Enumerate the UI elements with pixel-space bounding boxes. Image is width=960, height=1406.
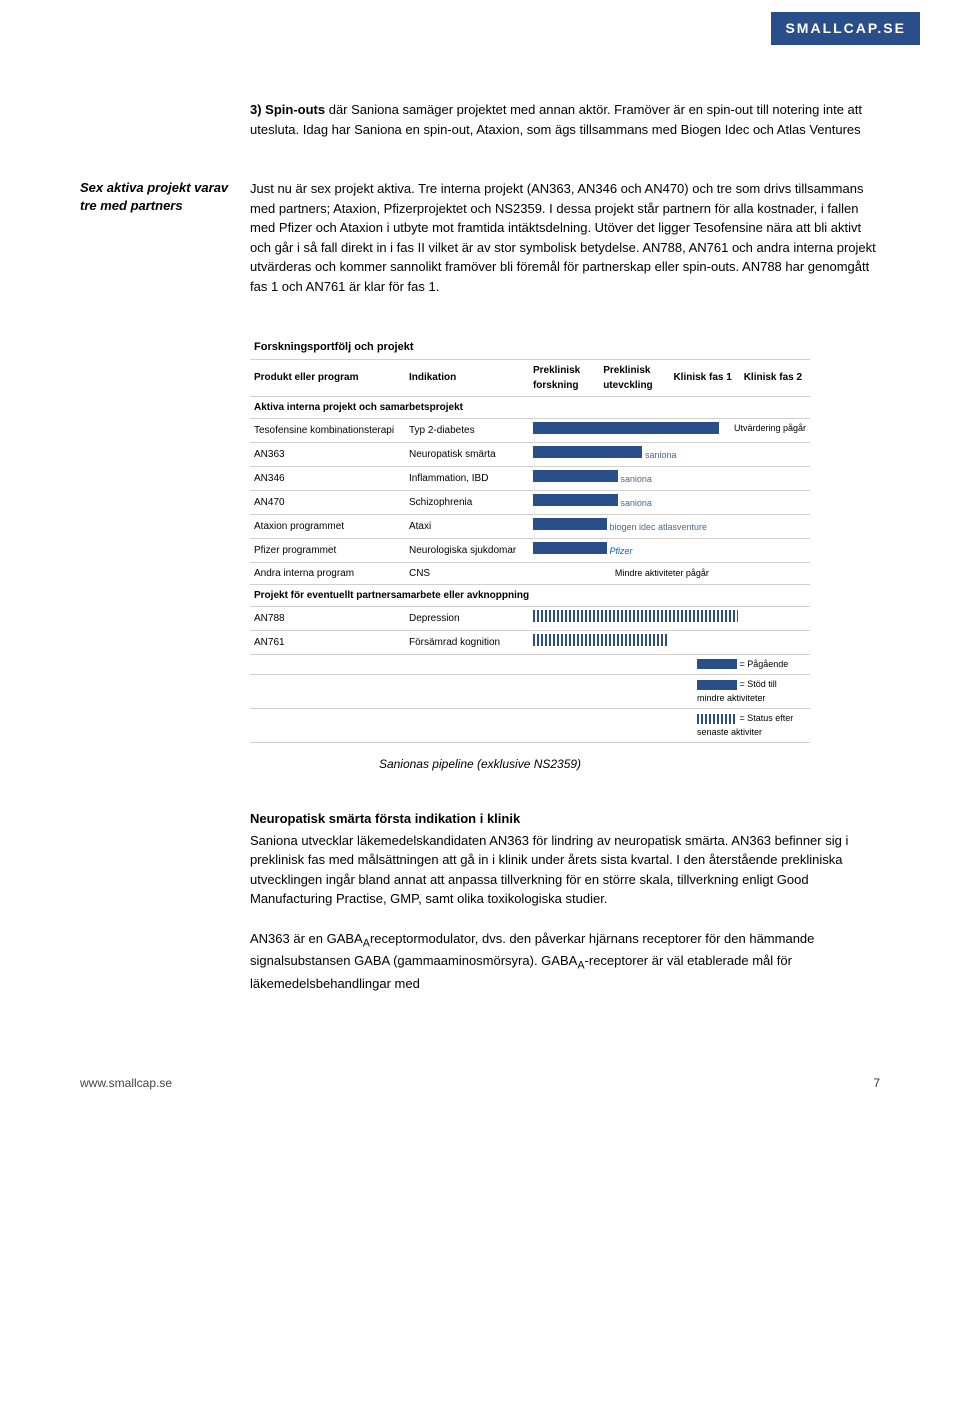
block-active-projects: Sex aktiva projekt varav tre med partner…: [80, 179, 880, 316]
cell-product: Pfizer programmet: [250, 538, 405, 562]
cell-indication: Depression: [405, 606, 529, 630]
paragraph-neuropathic-1: Saniona utvecklar läkemedelskandidaten A…: [250, 831, 880, 909]
cell-partner: Pfizer: [609, 546, 632, 556]
legend-swatch-solid: [697, 659, 737, 669]
cell-bar: biogen idec atlasventure: [529, 514, 810, 538]
cell-indication: Neuropatisk smärta: [405, 442, 529, 466]
legend-label: = Pågående: [739, 659, 788, 669]
page-footer: www.smallcap.se 7: [80, 1074, 880, 1092]
table-row: Pfizer programmet Neurologiska sjukdomar…: [250, 538, 810, 562]
table-row: Tesofensine kombinationsterapi Typ 2-dia…: [250, 418, 810, 442]
col-product: Produkt eller program: [250, 359, 405, 396]
brand-badge: SMALLCAP.SE: [771, 12, 920, 45]
col-phase-clin1: Klinisk fas 1: [669, 359, 739, 396]
section-a-row: Aktiva interna projekt och samarbetsproj…: [250, 396, 810, 418]
cell-indication: Neurologiska sjukdomar: [405, 538, 529, 562]
legend-swatch-hatch: [697, 714, 737, 724]
run-bold: 3) Spin-outs: [250, 102, 325, 117]
table-row: AN346 Inflammation, IBD saniona: [250, 466, 810, 490]
cell-product: AN363: [250, 442, 405, 466]
table-row: AN363 Neuropatisk smärta saniona: [250, 442, 810, 466]
document-body: 3) Spin-outs där Saniona samäger projekt…: [80, 100, 880, 1092]
subscript: A: [363, 937, 370, 949]
page-number: 7: [873, 1074, 880, 1092]
cell-product: Tesofensine kombinationsterapi: [250, 418, 405, 442]
cell-note: Utvärdering pågår: [734, 422, 806, 436]
run-text: där Saniona samäger projektet med annan …: [250, 102, 862, 137]
table-row: AN470 Schizophrenia saniona: [250, 490, 810, 514]
col-indication: Indikation: [405, 359, 529, 396]
cell-bar: [529, 630, 810, 654]
legend-swatch-solid: [697, 680, 737, 690]
section-b-label: Projekt för eventuellt partnersamarbete …: [250, 584, 810, 606]
cell-partner: saniona: [620, 498, 652, 508]
cell-product: AN788: [250, 606, 405, 630]
pipeline-header-row: Produkt eller program Indikation Preklin…: [250, 359, 810, 396]
pipeline-table: Forskningsportfölj och projekt Produkt e…: [250, 336, 810, 743]
block-neuropathic: Neuropatisk smärta första indikation i k…: [80, 809, 880, 1014]
paragraph-spinouts: 3) Spin-outs där Saniona samäger projekt…: [250, 100, 880, 139]
cell-indication: Försämrad kognition: [405, 630, 529, 654]
sidebar-label: Sex aktiva projekt varav tre med partner…: [80, 179, 230, 215]
cell-bar: saniona: [529, 466, 810, 490]
pipeline-title: Forskningsportfölj och projekt: [250, 336, 810, 359]
cell-product: Andra interna program: [250, 562, 405, 584]
cell-note: Mindre aktiviteter pågår: [615, 568, 709, 578]
legend-row: = Stöd till mindre aktiviteter: [250, 675, 810, 709]
section-b-row: Projekt för eventuellt partnersamarbete …: [250, 584, 810, 606]
cell-product: AN761: [250, 630, 405, 654]
table-row: AN788 Depression: [250, 606, 810, 630]
heading-neuropathic: Neuropatisk smärta första indikation i k…: [250, 809, 880, 829]
cell-bar: saniona: [529, 490, 810, 514]
cell-indication: Typ 2-diabetes: [405, 418, 529, 442]
cell-bar: Mindre aktiviteter pågår: [529, 562, 810, 584]
footer-url: www.smallcap.se: [80, 1074, 172, 1092]
cell-partner: biogen idec atlasventure: [609, 522, 707, 532]
cell-bar: [529, 606, 810, 630]
paragraph-active-projects: Just nu är sex projekt aktiva. Tre inter…: [250, 179, 880, 296]
cell-indication: CNS: [405, 562, 529, 584]
cell-bar: Utvärdering pågår: [529, 418, 810, 442]
cell-partner: saniona: [620, 474, 652, 484]
cell-product: Ataxion programmet: [250, 514, 405, 538]
cell-bar: saniona: [529, 442, 810, 466]
run-text: AN363 är en GABA: [250, 931, 363, 946]
pipeline-figure: Forskningsportfölj och projekt Produkt e…: [250, 336, 880, 743]
cell-partner: saniona: [645, 450, 677, 460]
cell-indication: Schizophrenia: [405, 490, 529, 514]
cell-product: AN346: [250, 466, 405, 490]
table-row: Andra interna program CNS Mindre aktivit…: [250, 562, 810, 584]
paragraph-neuropathic-2: AN363 är en GABAAreceptormodulator, dvs.…: [250, 929, 880, 994]
legend-row: = Pågående: [250, 654, 810, 675]
block-spinouts: 3) Spin-outs där Saniona samäger projekt…: [80, 100, 880, 159]
table-row: Ataxion programmet Ataxi biogen idec atl…: [250, 514, 810, 538]
legend-row: = Status efter senaste aktiviter: [250, 709, 810, 743]
cell-product: AN470: [250, 490, 405, 514]
table-row: AN761 Försämrad kognition: [250, 630, 810, 654]
section-a-label: Aktiva interna projekt och samarbetsproj…: [250, 396, 810, 418]
cell-bar: Pfizer: [529, 538, 810, 562]
cell-indication: Ataxi: [405, 514, 529, 538]
col-phase-clin2: Klinisk fas 2: [740, 359, 810, 396]
subscript: A: [577, 960, 584, 972]
figure-caption: Sanionas pipeline (exklusive NS2359): [80, 755, 880, 773]
cell-indication: Inflammation, IBD: [405, 466, 529, 490]
col-phase-preclin-dev: Preklinisk utevckling: [599, 359, 669, 396]
col-phase-preclin-research: Preklinisk forskning: [529, 359, 599, 396]
